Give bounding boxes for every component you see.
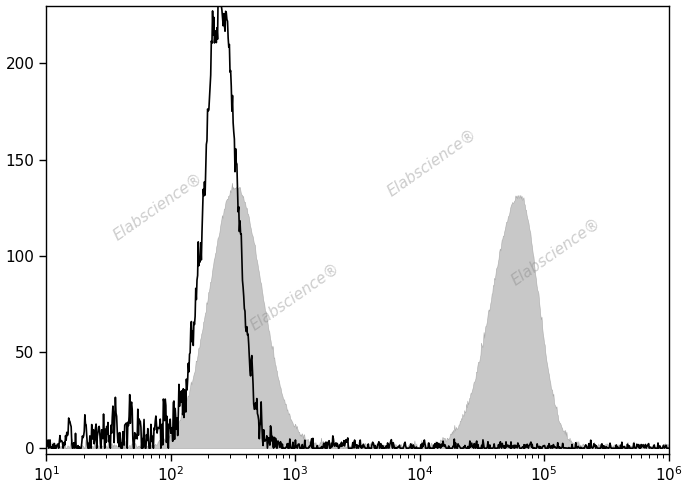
Text: Elabscience®: Elabscience® xyxy=(248,261,343,333)
Text: Elabscience®: Elabscience® xyxy=(385,126,480,199)
Text: Elabscience®: Elabscience® xyxy=(509,216,604,289)
Text: Elabscience®: Elabscience® xyxy=(111,171,206,244)
